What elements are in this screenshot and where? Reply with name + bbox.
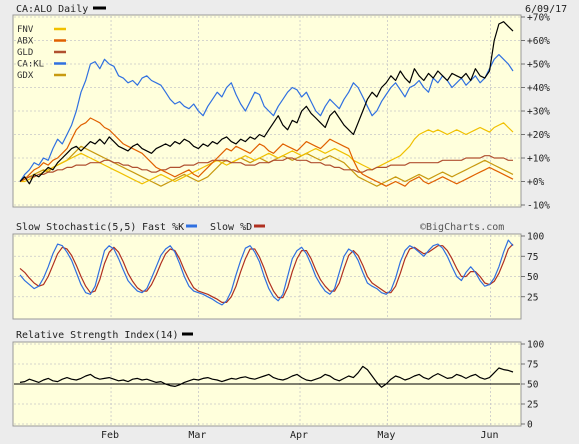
stochastic-fast-label: Fast %K	[142, 222, 184, 233]
y-tick-label: +60%	[527, 36, 550, 47]
series-line-ca-alo	[19, 21, 514, 185]
y-tick-label: +50%	[527, 60, 550, 71]
y-tick-label: +20%	[527, 130, 550, 141]
x-tick-label: Apr	[290, 430, 308, 441]
y-tick-label: +0%	[527, 177, 544, 188]
y-tick-label: 50	[527, 380, 539, 391]
rsi-title: Relative Strength Index(14)	[16, 330, 179, 341]
y-tick-label: 100	[527, 340, 544, 351]
x-tick-label: Mar	[188, 430, 206, 441]
legend-label: GDX	[17, 71, 34, 81]
series-line-abx	[19, 117, 514, 187]
x-tick-label: Jun	[480, 430, 498, 441]
y-tick-label: +30%	[527, 107, 550, 118]
series-line-gld	[19, 155, 513, 183]
y-tick-label: 75	[527, 360, 538, 371]
rsi-grid	[14, 343, 520, 425]
series-line-gdx	[19, 145, 514, 187]
rsi-series-group	[19, 365, 514, 388]
y-tick-label: 100	[527, 232, 544, 243]
main-grid	[14, 16, 520, 206]
series-line-slow-d	[19, 243, 514, 303]
y-tick-label: 25	[527, 292, 538, 303]
legend-label: ABX	[17, 37, 34, 47]
x-axis: Feb Mar Apr May Jun	[101, 430, 499, 441]
y-tick-label: -10%	[527, 201, 550, 212]
stochastic-slow-label: Slow %D	[210, 222, 252, 233]
y-tick-label: 25	[527, 400, 538, 411]
y-tick-label: 50	[527, 272, 539, 283]
rsi-y-axis: 0 25 50 75 100	[521, 340, 544, 431]
header-date: 6/09/17	[525, 4, 567, 15]
legend-label: CA:KL	[17, 60, 44, 70]
main-series-group	[19, 21, 514, 187]
series-line-fast-k	[19, 239, 514, 306]
x-tick-label: May	[377, 430, 395, 441]
x-tick-label: Feb	[101, 430, 119, 441]
y-tick-label: +40%	[527, 83, 550, 94]
y-tick-label: +10%	[527, 154, 550, 165]
watermark: ©BigCharts.com	[420, 222, 504, 233]
y-tick-label: +70%	[527, 13, 550, 24]
series-line-ca-kl	[19, 53, 514, 182]
series-line-fnv	[20, 122, 514, 185]
y-tick-label: 75	[527, 252, 538, 263]
y-tick-label: 0	[527, 420, 533, 431]
legend-label: GLD	[17, 48, 33, 58]
stochastic-y-axis: 25 50 75 100	[521, 232, 544, 303]
stochastic-series-group	[19, 239, 514, 306]
stochastic-title: Slow Stochastic(5,5)	[16, 222, 136, 233]
legend-label: FNV	[17, 25, 34, 35]
ticker-title: CA:ALO Daily	[16, 4, 88, 15]
main-y-axis: -10% +0% +10% +20% +30% +40% +50% +60% +70%	[521, 13, 550, 212]
series-line-rsi-14-	[19, 365, 514, 388]
